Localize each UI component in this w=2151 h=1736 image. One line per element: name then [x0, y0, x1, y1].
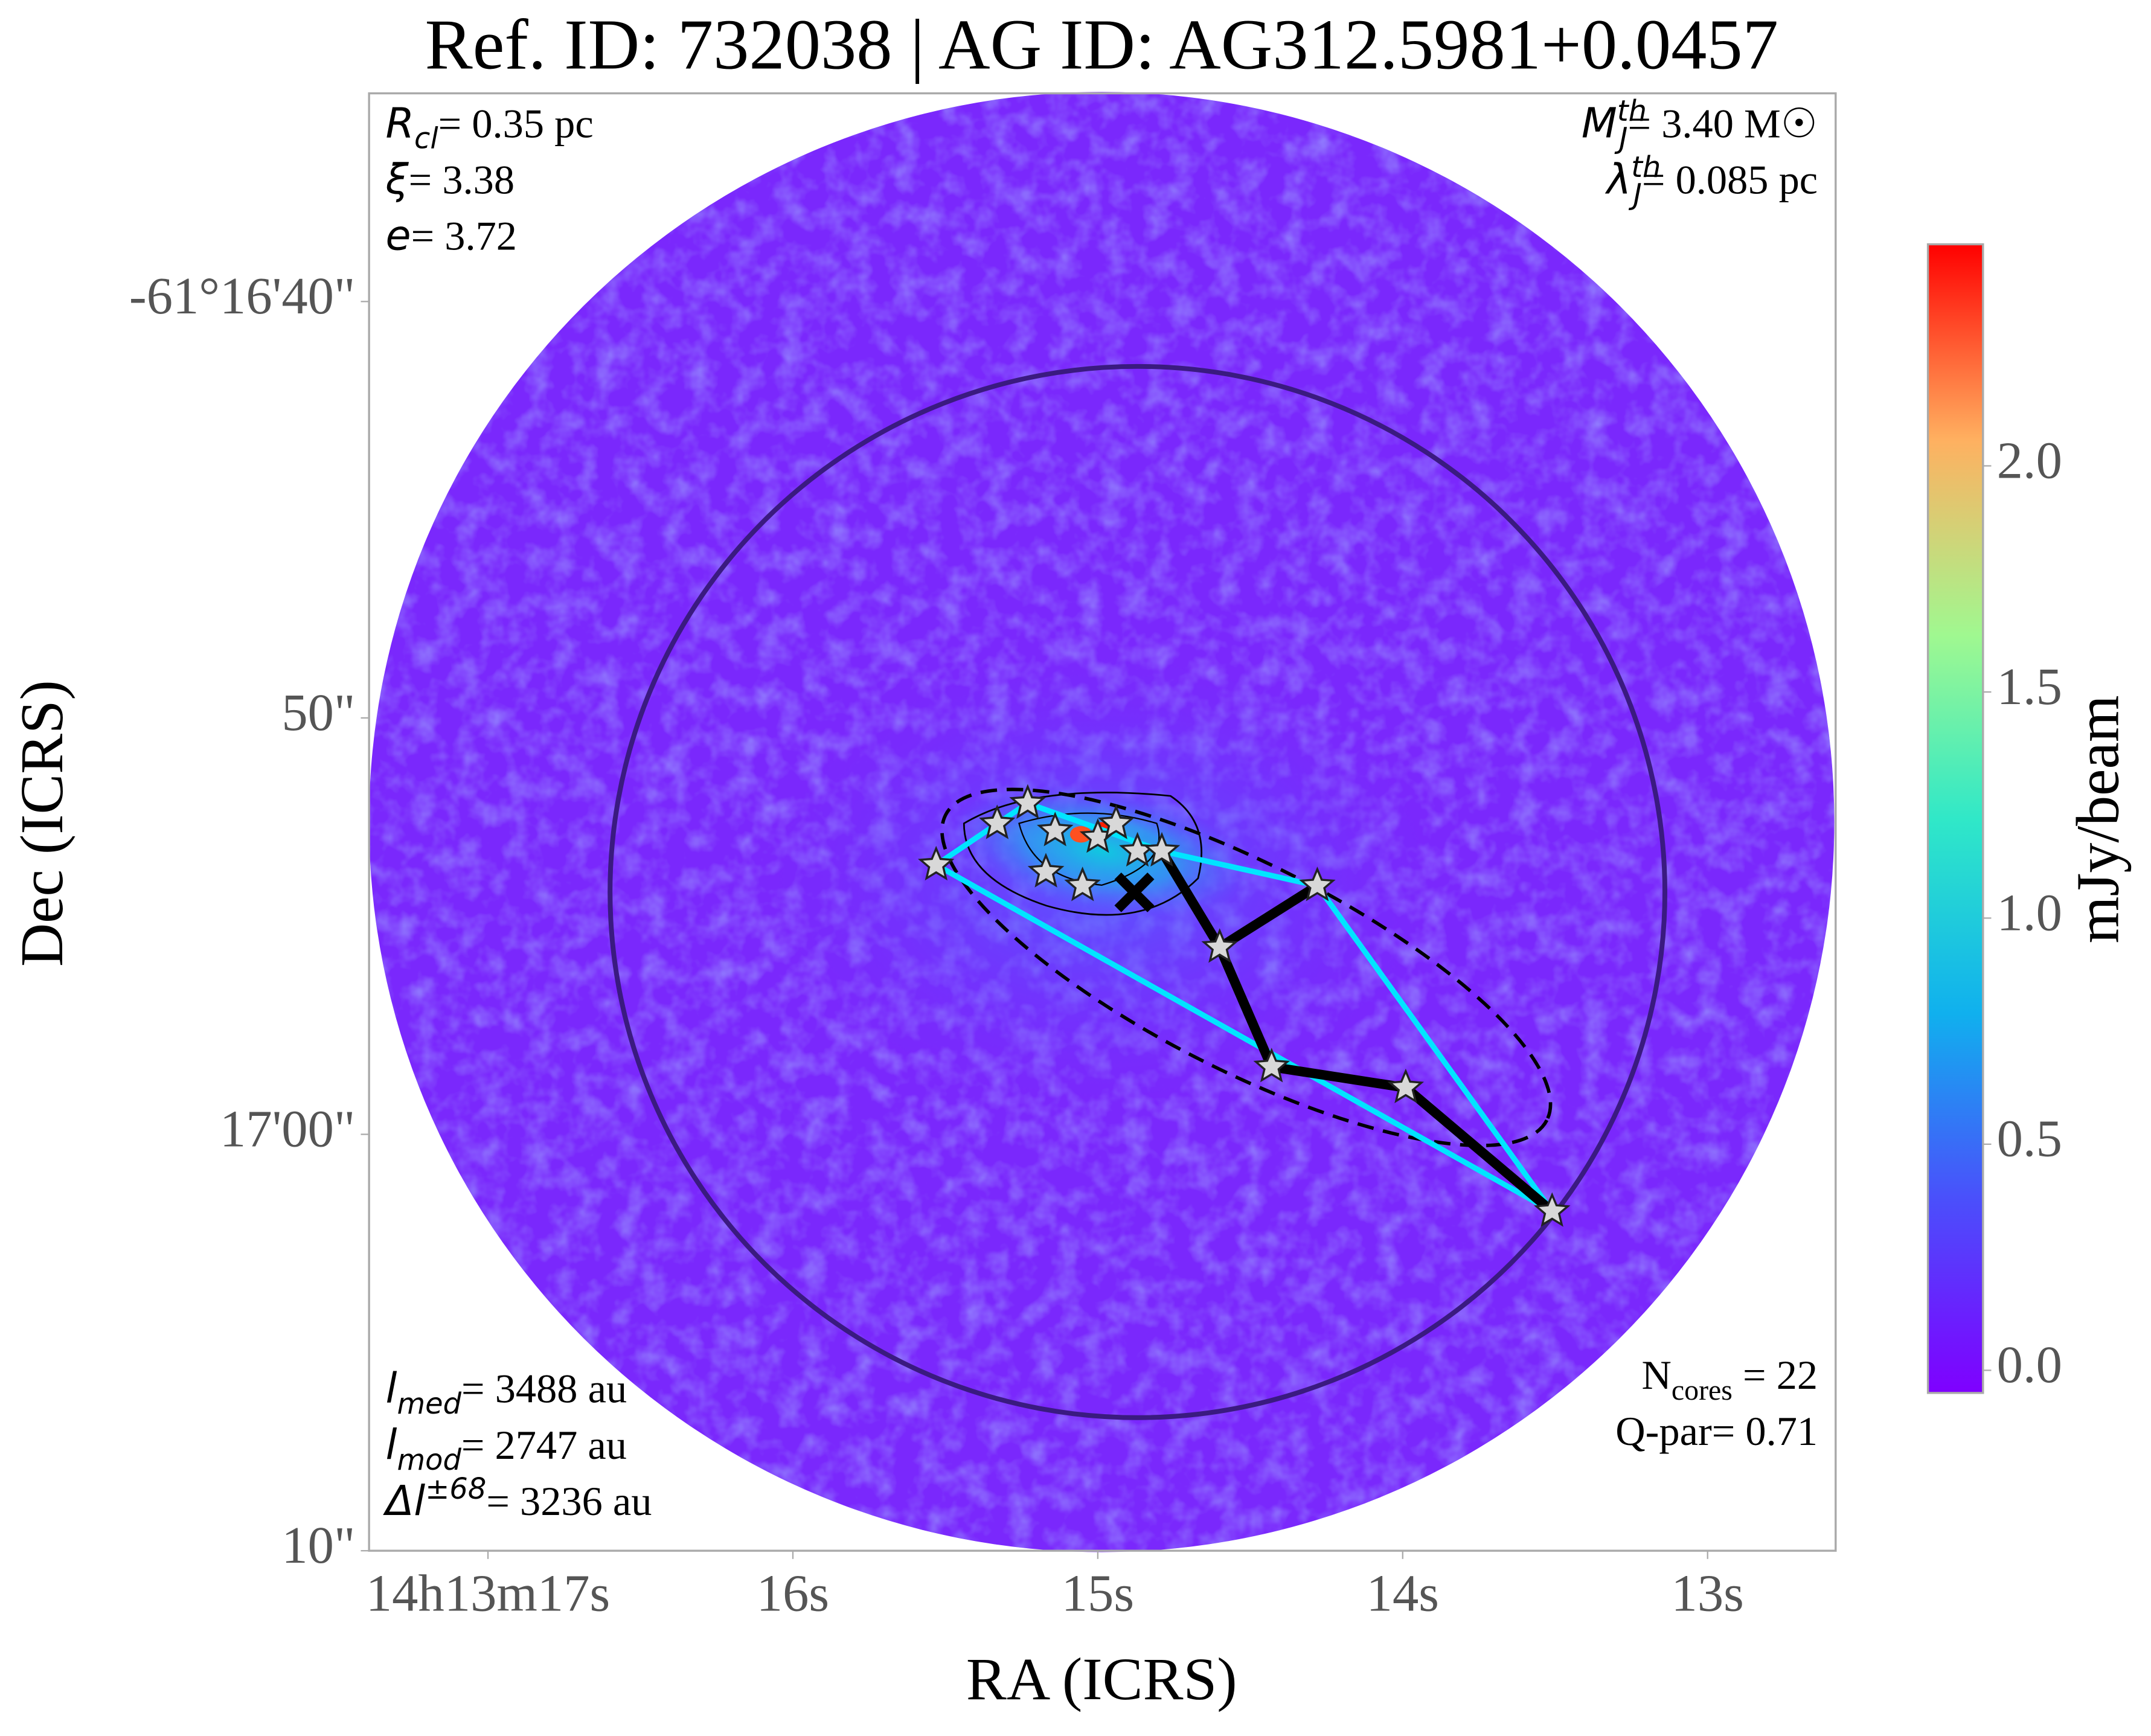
annotation: lmod= 2747 au — [386, 1421, 627, 1477]
annotation-symbol: e — [386, 213, 411, 260]
colorbar-tick-label: 2.0 — [1997, 431, 2062, 489]
annotation: Δl±68= 3236 au — [383, 1473, 652, 1525]
annotation-symbol: l — [386, 1421, 397, 1469]
core — [1027, 853, 1065, 888]
image — [369, 92, 1835, 1552]
annotation: λth J= 0.085 pc — [1605, 151, 1818, 211]
fit-ellipse — [940, 787, 1553, 1148]
mst-edge — [1214, 880, 1322, 952]
y-tick-label: 17'00" — [220, 1100, 355, 1158]
chart-title: Ref. ID: 732038 | AG ID: AG312.5981+0.04… — [425, 5, 1778, 85]
x-tick-label: 15s — [1062, 1565, 1134, 1622]
core — [1299, 866, 1336, 902]
annotation: e= 3.72 — [386, 213, 517, 260]
annotation-symbol: l — [386, 1365, 397, 1413]
colorbar — [1926, 243, 1984, 1394]
core — [1064, 866, 1101, 902]
mst-edge — [1266, 1062, 1411, 1093]
x-tick-label: 16s — [757, 1565, 829, 1622]
annotation-symbol: M — [1582, 100, 1617, 147]
annotation-text: = 0.71 — [1712, 1408, 1818, 1454]
annotation: lmed= 3488 au — [386, 1365, 627, 1421]
core — [1009, 784, 1047, 819]
clump-circle — [607, 364, 1668, 1420]
y-axis-label: Dec (ICRS) — [8, 680, 75, 967]
x-axis-label: RA (ICRS) — [966, 1645, 1237, 1712]
annotation: Q-par= 0.71 — [1615, 1408, 1818, 1454]
center-cross — [1114, 873, 1155, 912]
x-tick-label: 13s — [1672, 1565, 1744, 1622]
core — [1143, 831, 1181, 867]
core — [1534, 1192, 1571, 1227]
annotation: ξ= 3.38 — [385, 156, 515, 204]
y-tick-label: -61°16'40" — [129, 267, 355, 325]
core — [917, 845, 955, 881]
annotation-symbol: λ — [1605, 156, 1631, 204]
x-tick-label: 14h13m17s — [366, 1565, 610, 1622]
annotation-symbol: Δl — [383, 1478, 426, 1525]
mst-edge — [1400, 1083, 1557, 1217]
annotation-symbol: N — [1642, 1352, 1672, 1398]
peak — [1069, 826, 1092, 843]
colorbar-tick-label: 1.0 — [1997, 883, 2062, 941]
annotation-text: = 3.40 M☉ — [1628, 100, 1818, 146]
core — [1037, 812, 1074, 847]
annotation-symbol: R — [386, 100, 415, 147]
annotation-symbol: Q-par — [1615, 1408, 1712, 1454]
annotation-sub: mod — [397, 1444, 462, 1477]
x-tick-label: 14s — [1367, 1565, 1439, 1622]
annotation-text: = 22 — [1733, 1352, 1818, 1398]
annotation-text: = 3488 au — [461, 1366, 627, 1412]
mst-edge — [1156, 846, 1225, 952]
annotation-sub: med — [397, 1388, 462, 1421]
core — [1387, 1068, 1425, 1104]
annotation-sup: ±68 — [425, 1473, 486, 1506]
colorbar-tick-label: 1.5 — [1997, 658, 2062, 716]
annotation: Mth J= 3.40 M☉ — [1582, 95, 1818, 155]
core — [1253, 1048, 1290, 1083]
annotation-text: = 3.38 — [409, 157, 515, 203]
annotation-text: = 3.72 — [411, 213, 517, 259]
frame — [368, 92, 1837, 1552]
annotation-text: = 3236 au — [486, 1478, 652, 1524]
annotation-sup: th — [1617, 95, 1647, 128]
annotation-text: = 0.085 pc — [1642, 157, 1818, 203]
annotation-sub: cl — [414, 123, 438, 156]
annotation-text: = 2747 au — [461, 1422, 627, 1468]
colorbar-tick-label: 0.0 — [1997, 1336, 2062, 1394]
y-tick-label: 10" — [281, 1516, 355, 1574]
core — [1201, 928, 1239, 963]
mst-edge — [1214, 942, 1277, 1072]
annotation: Ncores = 22 — [1642, 1352, 1818, 1406]
y-tick-label: 50" — [281, 684, 355, 741]
annotation-sup: th — [1631, 151, 1661, 184]
annotation-symbol: ξ — [385, 156, 409, 204]
core — [1098, 804, 1135, 839]
annotation: Rcl= 0.35 pc — [386, 100, 594, 155]
annotation-text: = 0.35 pc — [438, 100, 594, 146]
colorbar-label: mJy/beam — [2064, 695, 2131, 943]
colorbar-tick-label: 0.5 — [1997, 1110, 2062, 1168]
annotation-sub: cores — [1672, 1374, 1733, 1406]
core — [979, 804, 1016, 839]
